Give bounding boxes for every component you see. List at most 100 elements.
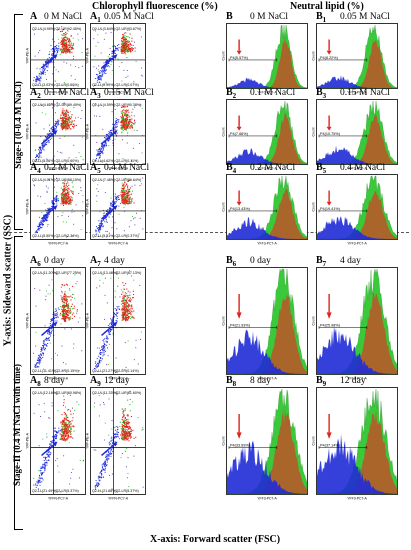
quadrant-lr-label: Q2-LR(0.11%) — [116, 159, 139, 163]
scatter-panel: A 0 M NaCl Q2-UL(4.95%) Q2-UR(92.45%) Q2-LL(… — [26, 12, 86, 95]
panel-condition: 0.2 M NaCl — [250, 163, 296, 173]
panel-letter: B — [316, 87, 323, 98]
quadrant-lr-label: Q2-LR(0.60%) — [56, 159, 79, 163]
quadrant-lr-label: Q2-LR(0.07%) — [116, 83, 139, 87]
histogram-panel: B5 0.4 M NaCl P4(19.41%) Count YFF3-PC7-A — [312, 163, 398, 246]
panel-letter: A — [30, 87, 38, 98]
scatter-y-axis-label: YFP-PE-A — [86, 312, 90, 328]
panel-subscript: 5 — [97, 167, 101, 175]
histogram-x-axis-label: YFF3-PC7-A — [347, 497, 367, 501]
histogram-y-axis-label: Count — [222, 127, 226, 136]
panel-letter: A — [30, 11, 38, 22]
panel-label: B — [226, 12, 233, 25]
quadrant-ll-label: Q2-LL(5.06%) — [32, 159, 55, 163]
scatter-plot: Q2-UL(4.85%) Q2-UR(89.49%) Q2-LL(5.06%) Q2-… — [26, 99, 86, 171]
panel-subscript: 3 — [322, 92, 327, 100]
scatter-x-axis-label: YFFN-PC7-A — [48, 167, 69, 171]
panel-letter: B — [226, 162, 233, 173]
quadrant-lr-label: Q2-LR(0.15%) — [56, 369, 79, 373]
scatter-panel: A8 8 day Q2-UL(12.16%) Q2-UR(60.98%) Q2-LL(2… — [26, 376, 86, 501]
quadrant-ll-label: Q2-LL(5.50%) — [32, 234, 55, 238]
histogram-y-axis-label: Count — [222, 436, 226, 445]
histogram-panel: B1 0.05 M NaCl P4(8.22%) Count YFF3-PC7-A — [312, 12, 398, 95]
panel-label: A2 — [30, 88, 41, 101]
histogram-y-axis-label: Count — [222, 202, 226, 211]
panel-condition: 0 M NaCl — [250, 12, 288, 22]
scatter-plot: Q2-UL(3.64%) Q2-UR(93.67%) Q2-LL(0.99%) Q2-… — [86, 23, 146, 95]
histogram-x-axis-label: YFF3-PC7-A — [257, 497, 277, 501]
scatter-y-axis-label: YFP-PE-A — [86, 198, 90, 214]
scatter-plot: Q2-UL(11.20%)Q2-UR(77.25%) Q2-LL(11.41%) Q… — [26, 267, 86, 381]
quadrant-ul-label: Q2-UL(4.01%) — [32, 178, 55, 182]
scatter-x-axis-label: YFFN-PC7-A — [108, 91, 129, 95]
histogram-y-axis-label: Count — [312, 202, 316, 211]
scatter-panel: A9 12 day Q2-UL(11.33%) Q2-UR(61.60%) Q2-LL(… — [86, 376, 146, 501]
gate-label: P4(37.14%) — [320, 443, 341, 447]
panel-label: A8 — [30, 376, 41, 389]
histogram-plot: P4(5.57%) Count YFF3-PC7-A — [222, 23, 308, 95]
histogram-plot: P4(21.93%) Count YFF3-PC7-A — [222, 267, 308, 381]
quadrant-ll-label: Q2-LL(0.99%) — [92, 83, 115, 87]
panel-condition: 0.05 M NaCl — [104, 12, 154, 22]
panel-letter: A — [90, 11, 98, 22]
panel-condition: 0.15 M NaCl — [104, 88, 154, 98]
panel-letter: A — [90, 255, 98, 266]
gate-label: P4(33.69%) — [230, 443, 251, 447]
panel-label: A7 — [90, 256, 101, 269]
scatter-plot: Q2-UL(4.95%) Q2-UR(92.45%) Q2-LL(3.03%) Q2-… — [26, 23, 86, 95]
gate-label: P4(19.41%) — [320, 207, 341, 211]
panel-condition: 0.1 M NaCl — [44, 88, 90, 98]
panel-label: B4 — [226, 163, 236, 176]
scatter-x-axis-label: YFFN-PC7-A — [108, 377, 129, 381]
panel-label: B8 — [226, 376, 236, 389]
quadrant-ul-label: Q2-UL(3.64%) — [92, 27, 115, 31]
quadrant-lr-label: Q2-LR(5.37%) — [56, 489, 79, 493]
quadrant-ul-label: Q2-UL(11.33%) — [92, 391, 117, 395]
gate-label: P4(21.93%) — [230, 323, 251, 327]
panel-letter: B — [226, 255, 233, 266]
quadrant-ur-label: Q2-UR(88.15%) — [56, 178, 82, 182]
scatter-x-axis-label: YFFN-PC7-A — [48, 497, 69, 501]
quadrant-ur-label: Q2-UR(77.25%) — [56, 271, 82, 275]
scatter-y-axis-label: YFP-PE-A — [86, 432, 90, 448]
scatter-panel: A6 0 day Q2-UL(11.20%) Q2-UR(77.25%) Q2-LL(1… — [26, 256, 86, 381]
histogram-panel: B7 4 day P4(25.98%) Count YFF3-PC7-A — [312, 256, 398, 381]
panel-letter: A — [30, 255, 38, 266]
scatter-y-axis-label: YFP-PE-A — [26, 312, 30, 328]
histogram-x-axis-label: YFF3-PC7-A — [347, 91, 367, 95]
panel-letter: A — [30, 162, 38, 173]
panel-condition: 12 day — [104, 376, 130, 386]
gate-label: P4(7.66%) — [230, 132, 249, 136]
quadrant-ur-label: Q2-UR(60.98%) — [56, 391, 82, 395]
panel-letter: B — [226, 87, 233, 98]
quadrant-ul-label: Q2-UL(13.48%) — [92, 271, 117, 275]
panel-letter: B — [316, 11, 323, 22]
quadrant-lr-label: Q2-LR(5.37%) — [116, 489, 139, 493]
quadrant-ur-label: Q2-UR(90.38%) — [116, 103, 142, 107]
histogram-panel: B8 8 day P4(33.69%) Count YFF3-PC7-A — [222, 376, 308, 501]
panel-condition: 0.4 M NaCl — [104, 163, 150, 173]
panel-letter: B — [226, 11, 233, 22]
histogram-x-axis-label: YFF3-PC7-A — [257, 242, 277, 246]
quadrant-ul-label: Q2-UL(4.95%) — [32, 27, 55, 31]
panel-letter: A — [90, 162, 98, 173]
scatter-y-axis-label: YFP-PE-A — [26, 198, 30, 214]
panel-condition: 0.15 M NaCl — [340, 88, 390, 98]
scatter-plot: Q2-UL(13.48%)Q2-UR(67.13%) Q2-LL(21.27%)Q… — [86, 267, 146, 381]
panel-subscript: 4 — [232, 167, 237, 175]
quadrant-ll-label: Q2-LL(11.41%) — [32, 369, 56, 373]
panel-letter: B — [316, 375, 323, 386]
panel-subscript: 9 — [97, 380, 101, 388]
quadrant-ll-label: Q2-LL(21.68%) — [92, 489, 117, 493]
quadrant-ul-label: Q2-UL(4.85%) — [32, 103, 55, 107]
panel-subscript: 8 — [37, 380, 41, 388]
stage-2-bracket — [14, 236, 23, 530]
panel-condition: 0.2 M NaCl — [44, 163, 90, 173]
scatter-x-axis-label: YFFN-PC7-A — [48, 242, 69, 246]
panel-subscript: 6 — [232, 260, 237, 268]
panel-letter: A — [90, 375, 98, 386]
quadrant-ur-label: Q2-UR(67.13%) — [116, 271, 142, 275]
histogram-plot: P4(8.22%) Count YFF3-PC7-A — [312, 23, 398, 95]
scatter-plot: Q2-UL(4.59%) Q2-UR(90.38%) Q2-LL(4.62%) Q2-… — [86, 99, 146, 171]
